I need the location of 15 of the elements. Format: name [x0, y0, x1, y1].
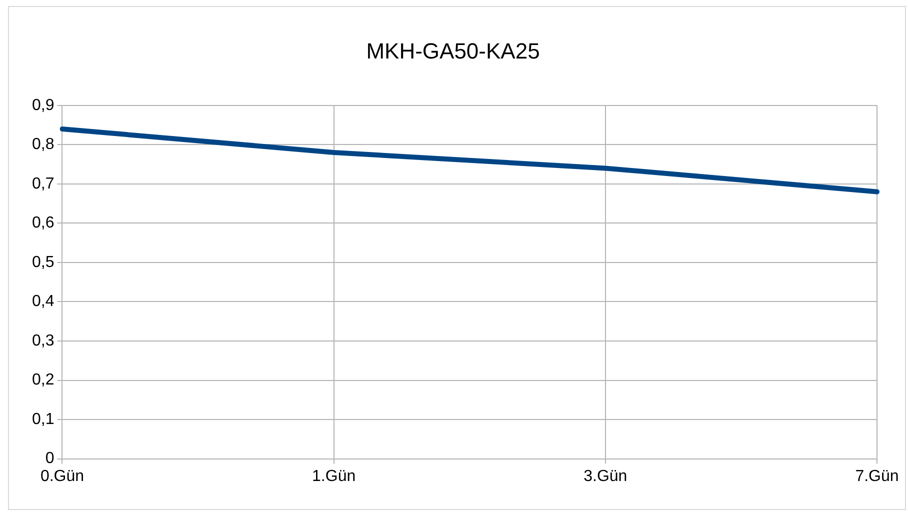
x-tick-label: 7.Gün	[855, 468, 899, 485]
y-tick-label: 0,2	[32, 372, 54, 389]
y-tick-label: 0,8	[32, 136, 54, 154]
y-tick-label: 0	[45, 450, 54, 468]
chart-title: MKH-GA50-KA25	[366, 38, 540, 64]
y-tick-label: 0,9	[32, 96, 54, 114]
y-tick-label: 0,5	[32, 254, 54, 271]
y-tick-label: 0,1	[32, 410, 54, 428]
y-tick-label: 0,4	[32, 293, 54, 310]
x-tick-label: 3.Gün	[584, 468, 628, 485]
y-tick-label: 0,3	[32, 332, 54, 350]
y-tick-label: 0,6	[32, 214, 54, 232]
y-tick-label: 0,7	[32, 175, 54, 192]
x-tick-label: 0.Gün	[40, 468, 84, 485]
x-tick-label: 1.Gün	[312, 468, 356, 485]
